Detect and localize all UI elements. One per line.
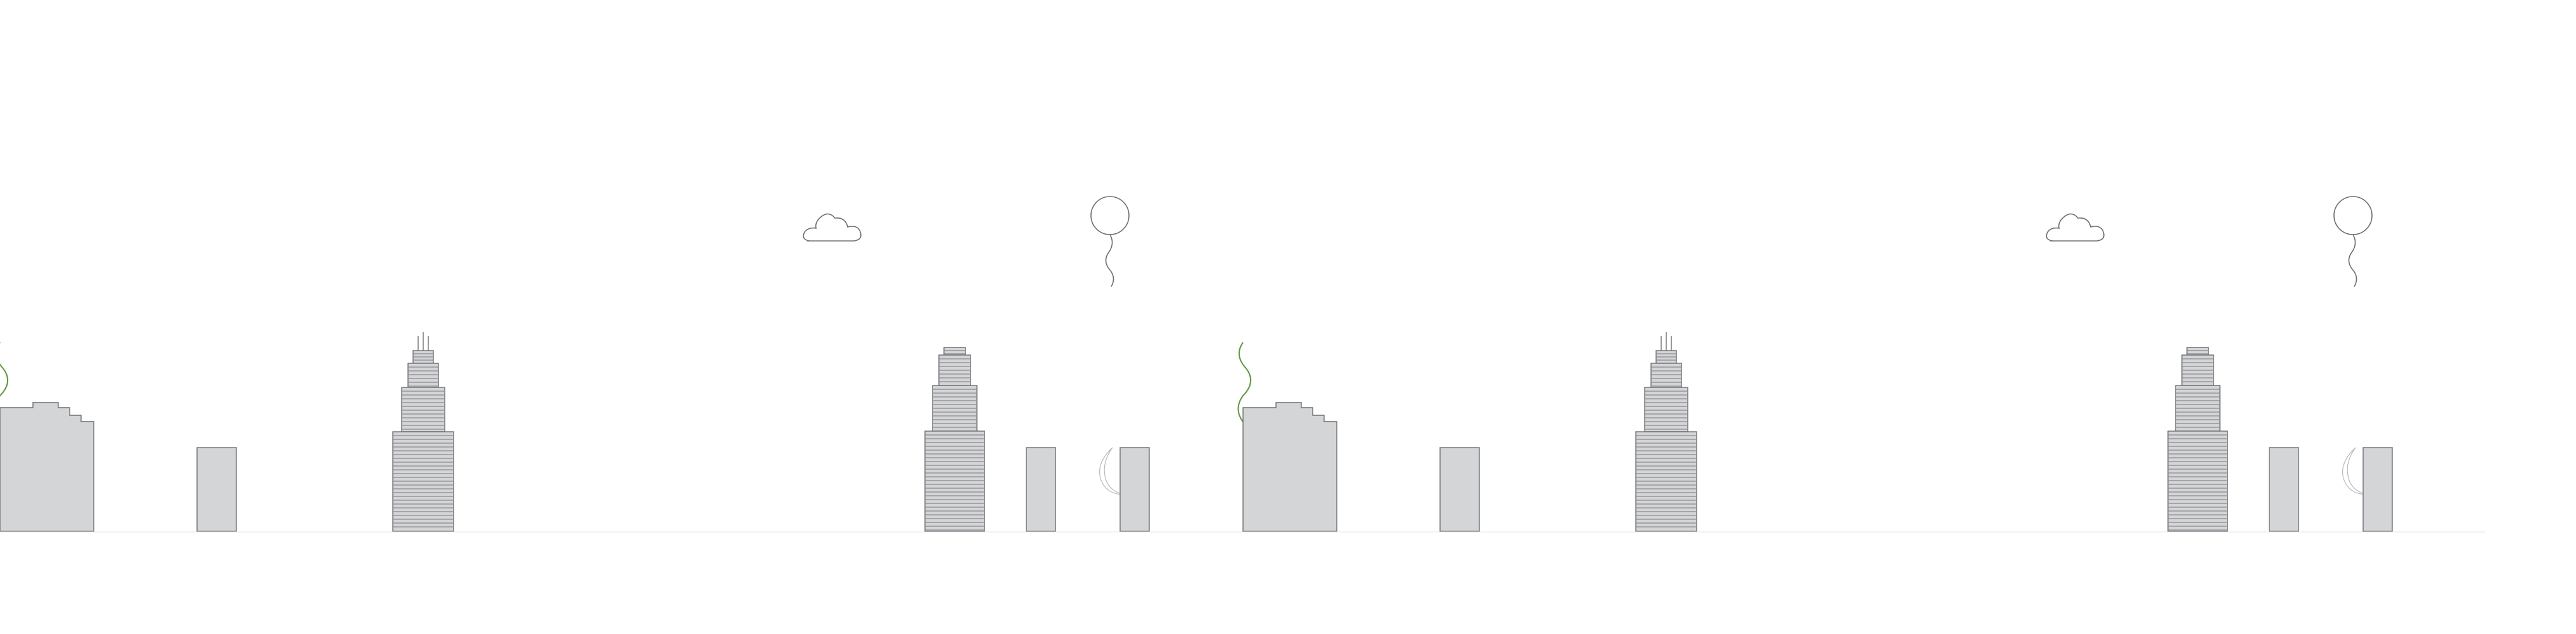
tall-building <box>2362 447 2393 532</box>
smoke-puff-icon <box>1237 342 1251 424</box>
factory-building <box>1242 402 1337 532</box>
balloon-string <box>1105 234 1114 287</box>
skyline-tile-2 <box>1237 196 2485 533</box>
skyline-tile-1 <box>0 196 1242 533</box>
narrow-building <box>1026 447 1056 532</box>
small-building <box>196 447 237 532</box>
cloud-icon <box>803 213 862 242</box>
small-building <box>1439 447 1480 532</box>
balloon-icon <box>1090 196 1130 235</box>
balloon-string <box>2348 234 2357 287</box>
factory-building <box>0 402 94 532</box>
cloud-icon <box>2046 213 2105 242</box>
smoke-puff-icon <box>0 342 8 424</box>
balloon-icon <box>2333 196 2373 235</box>
tall-building <box>1119 447 1150 532</box>
narrow-building <box>2269 447 2299 532</box>
